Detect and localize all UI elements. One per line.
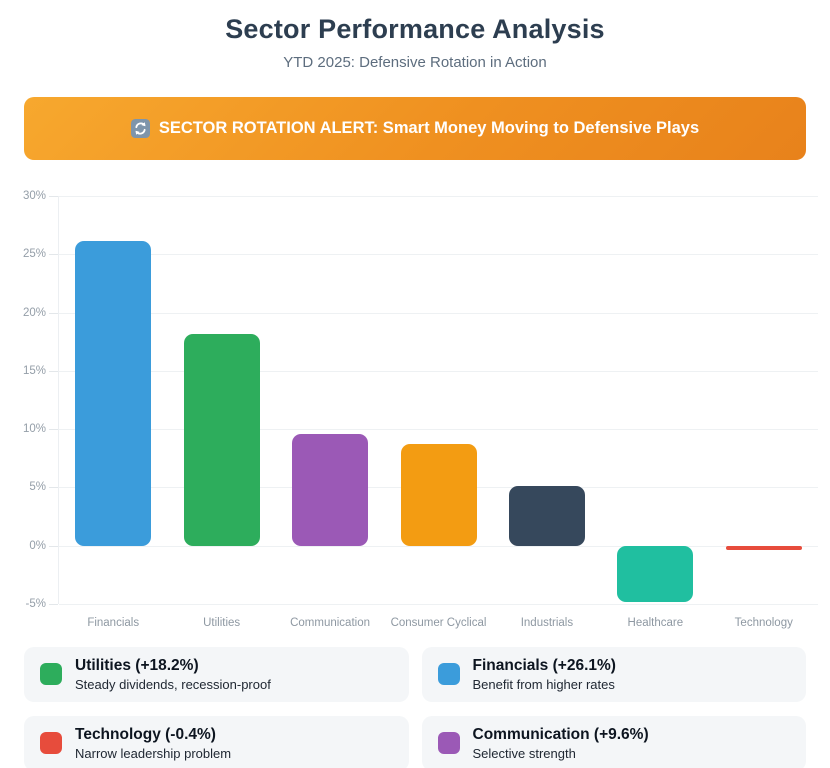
y-axis-tick: [49, 254, 58, 256]
x-axis-label: Utilities: [203, 617, 241, 629]
page-title: Sector Performance Analysis: [225, 14, 605, 44]
legend-text: Utilities (+18.2%) Steady dividends, rece…: [75, 656, 271, 693]
legend-description: Benefit from higher rates: [472, 677, 615, 693]
y-axis-tick: [49, 370, 58, 372]
bar-chart: Financials Utilities Communication Consumer…: [0, 190, 830, 636]
x-axis-label: Technology: [734, 617, 793, 629]
x-axis-label: Financials: [87, 617, 140, 629]
y-axis-tick: [49, 312, 58, 314]
bar-technology: [725, 545, 802, 551]
y-axis-tick-label: 5%: [29, 481, 46, 494]
bar-industrials: [508, 486, 585, 546]
x-axis-label: Consumer Cyclical: [390, 617, 487, 629]
gridline: [59, 254, 818, 256]
y-axis-tick-label: 0%: [29, 539, 46, 552]
gridline: [59, 604, 818, 605]
legend-description: Selective strength: [472, 746, 576, 762]
bar-communication: [292, 433, 369, 546]
bar-financials: [75, 241, 152, 546]
y-axis-tick-label: 10%: [22, 423, 46, 436]
legend-text: Financials (+26.1%) Benefit from higher r…: [473, 656, 616, 693]
legend-card: Technology (-0.4%) Narrow leadership prob…: [24, 715, 409, 768]
y-axis-tick-label: 20%: [22, 306, 46, 319]
y-axis-tick: [49, 604, 58, 605]
legend-grid: Utilities (+18.2%) Steady dividends, rece…: [24, 647, 806, 768]
y-axis-tick: [49, 429, 58, 431]
y-axis-tick-label: -5%: [25, 598, 46, 610]
plot-area: Financials Utilities Communication Consumer…: [58, 196, 818, 629]
legend-description: Narrow leadership problem: [75, 746, 232, 762]
x-axis-label: Healthcare: [627, 617, 684, 629]
legend-swatch: [40, 663, 62, 686]
y-axis-tick-label: 15%: [22, 364, 46, 377]
bar-utilities: [183, 333, 260, 546]
page-subtitle: YTD 2025: Defensive Rotation in Action: [283, 54, 547, 71]
legend-card: Financials (+26.1%) Benefit from higher r…: [421, 647, 806, 702]
gridline: [59, 429, 818, 431]
gridline: [59, 545, 818, 547]
sector-rotation-alert-banner: SECTOR ROTATION ALERT: Smart Money Movin…: [24, 97, 806, 160]
legend-title: Communication (+9.6%): [472, 725, 649, 743]
bar-consumer-cyclical: [400, 444, 477, 546]
gridline: [59, 370, 818, 372]
legend-title: Utilities (+18.2%): [75, 657, 199, 674]
legend-description: Steady dividends, recession-proof: [75, 677, 271, 693]
legend-card: Communication (+9.6%) Selective strength: [421, 715, 806, 768]
legend-title: Financials (+26.1%): [472, 657, 616, 674]
gridline: [59, 312, 818, 314]
x-axis-label: Industrials: [520, 617, 574, 629]
legend-swatch: [437, 663, 460, 686]
legend-title: Technology (-0.4%): [75, 725, 216, 743]
legend-swatch: [437, 732, 460, 755]
y-axis-tick: [49, 487, 58, 489]
legend-card: Utilities (+18.2%) Steady dividends, rece…: [24, 647, 409, 702]
gridline: [59, 196, 818, 197]
bar-healthcare: [617, 545, 694, 602]
x-axis-label: Communication: [290, 617, 370, 629]
rotation-arrows-icon: [130, 119, 150, 138]
alert-text: SECTOR ROTATION ALERT: Smart Money Movin…: [158, 119, 700, 137]
y-axis-tick-label: 30%: [22, 190, 46, 202]
y-axis-tick-label: 25%: [22, 248, 46, 261]
legend-swatch: [40, 732, 62, 755]
legend-text: Technology (-0.4%) Narrow leadership prob…: [75, 725, 231, 762]
y-axis-tick: [49, 545, 58, 547]
legend-text: Communication (+9.6%) Selective strength: [473, 725, 649, 762]
y-axis-tick: [49, 196, 58, 197]
